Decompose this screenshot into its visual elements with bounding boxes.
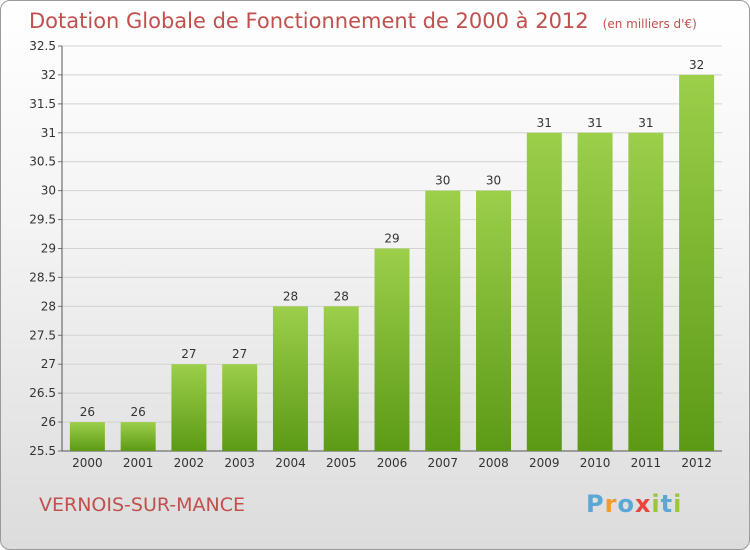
y-tick-label: 30 [41,184,56,198]
y-tick-label: 32.5 [29,39,56,53]
x-tick-label: 2005 [326,456,357,470]
data-label: 31 [587,116,602,130]
commune-name: VERNOIS-SUR-MANCE [39,494,246,516]
bar-2010 [577,132,613,452]
x-tick-label: 2004 [275,456,306,470]
logo-letter: i [673,490,683,518]
bar-2008 [476,190,512,451]
x-tick-label: 2008 [478,456,509,470]
data-label: 26 [131,405,146,419]
bar-2004 [272,306,308,451]
data-label: 27 [232,347,247,361]
logo-letter: P [586,490,605,518]
x-tick-label: 2010 [580,456,611,470]
x-tick-label: 2003 [224,456,255,470]
logo-letter: x [634,490,652,518]
y-tick-label: 30.5 [29,155,56,169]
y-tick-label: 31 [41,126,56,140]
bar-2000 [69,422,105,451]
title-text: Dotation Globale de Fonctionnement de 20… [29,9,589,33]
bar-2002 [171,364,207,451]
x-tick-label: 2001 [123,456,154,470]
y-tick-label: 29.5 [29,213,56,227]
y-tick-labels: 25.5 26 26.5 27 27.5 28 28.5 29 29.5 30 30.5 31 31.5… [29,39,56,458]
logo-letter: i [651,490,661,518]
data-label: 29 [384,232,399,246]
x-tick-label: 2002 [174,456,205,470]
y-tick-label: 25.5 [29,444,56,458]
x-tick-label: 2011 [631,456,662,470]
chart-title: Dotation Globale de Fonctionnement de 20… [29,9,697,33]
y-tick-label: 32 [41,68,56,82]
bar-2011 [628,132,664,452]
y-tick-label: 26 [41,415,56,429]
y-tick-label: 28 [41,299,56,313]
logo-letter: t [660,490,674,518]
x-tick-label: 2007 [427,456,458,470]
logo-letter: o [617,490,635,518]
bar-2012 [679,74,715,451]
x-tick-label: 2012 [681,456,712,470]
data-labels: 26 26 27 27 28 28 29 30 30 31 31 31 32 [80,58,705,419]
data-label: 31 [537,116,552,130]
data-label: 31 [638,116,653,130]
chart-subtitle: (en milliers d'€) [602,17,697,31]
data-label: 26 [80,405,95,419]
y-tick-label: 28.5 [29,270,56,284]
data-label: 32 [689,58,704,72]
data-label: 28 [334,289,349,303]
logo-letter: r [604,490,618,518]
data-label: 30 [486,174,501,188]
bar-2006 [374,248,410,451]
y-tick-label: 26.5 [29,386,56,400]
y-tick-label: 29 [41,242,56,256]
bar-2009 [526,132,562,452]
x-tick-label: 2000 [72,456,103,470]
bar-2003 [222,364,258,451]
y-tick-label: 27.5 [29,328,56,342]
data-label: 30 [435,174,450,188]
x-tick-label: 2006 [377,456,408,470]
bar-2001 [120,422,156,451]
data-label: 27 [181,347,196,361]
y-tick-label: 31.5 [29,97,56,111]
data-label: 28 [283,289,298,303]
proxiti-logo[interactable]: Proxiti [586,490,682,518]
y-tick-label: 27 [41,357,56,371]
x-tick-labels: 2000 2001 2002 2003 2004 2005 2006 2007 2008 2009… [72,456,712,470]
bar-2007 [425,190,461,451]
bar-2005 [323,306,359,451]
x-tick-label: 2009 [529,456,560,470]
bars [69,74,715,452]
